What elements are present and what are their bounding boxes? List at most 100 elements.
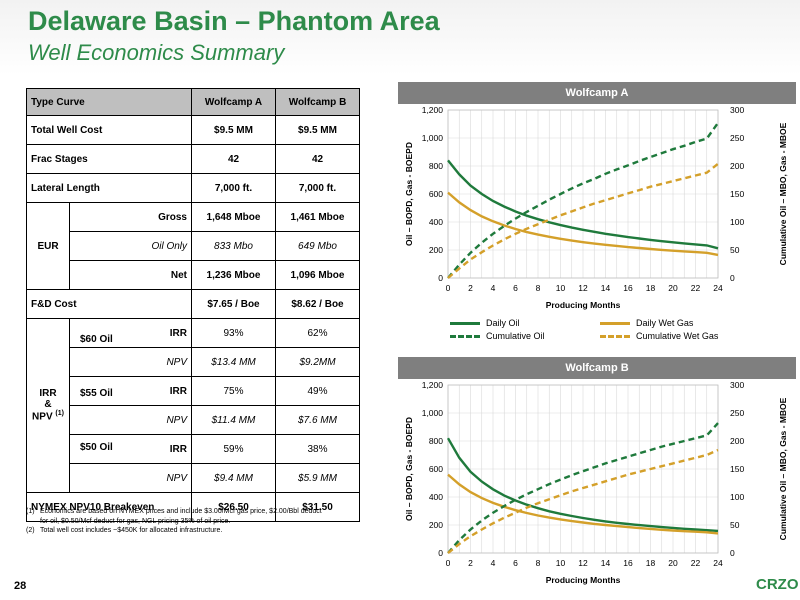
y2-tick-label: 300 bbox=[730, 380, 744, 390]
cell-value: 649 Mbo bbox=[275, 231, 360, 261]
y-tick-label: 1,000 bbox=[422, 408, 444, 418]
footnotes: (1) Economics are based on NYMEX prices … bbox=[26, 507, 326, 536]
y-tick-label: 1,200 bbox=[422, 105, 444, 115]
x-tick-label: 8 bbox=[536, 558, 541, 568]
row-label: Total Well Cost bbox=[26, 115, 192, 145]
x-tick-label: 2 bbox=[468, 558, 473, 568]
x-tick-label: 22 bbox=[691, 558, 701, 568]
table-row: Total Well Cost $9.5 MM $9.5 MM bbox=[26, 115, 360, 145]
y2-tick-label: 200 bbox=[730, 436, 744, 446]
y-tick-label: 800 bbox=[429, 161, 443, 171]
y-axis-label: Oil – BOPD, Gas - BOEPD bbox=[404, 142, 414, 246]
irr-label: IRR bbox=[169, 327, 187, 339]
x-tick-label: 6 bbox=[513, 283, 518, 293]
header-wolfcamp-a: Wolfcamp A bbox=[191, 88, 276, 116]
case-price-label: $60 Oil bbox=[80, 334, 113, 345]
cell-value: $11.4 MM bbox=[191, 405, 276, 435]
y-tick-label: 400 bbox=[429, 492, 443, 502]
y2-tick-label: 0 bbox=[730, 273, 735, 283]
table-row: Oil Only 833 Mbo 649 Mbo bbox=[27, 231, 360, 261]
row-label: Gross bbox=[69, 202, 192, 232]
table-row: Net 1,236 Mboe 1,096 Mboe bbox=[27, 260, 360, 290]
x-tick-label: 20 bbox=[668, 283, 678, 293]
cell-value: $9.5 MM bbox=[191, 115, 276, 145]
table-row: NPV $11.4 MM $7.6 MM bbox=[27, 405, 360, 435]
series-daily-wet-gas bbox=[447, 191, 719, 257]
cell-value: $7.6 MM bbox=[275, 405, 360, 435]
y2-tick-label: 50 bbox=[730, 520, 740, 530]
npv-label: NPV bbox=[69, 463, 192, 493]
series-cumulative-wet-gas bbox=[447, 162, 719, 279]
plot-frame bbox=[447, 384, 719, 554]
y2-tick-label: 50 bbox=[730, 245, 740, 255]
legend-label: Daily Oil bbox=[486, 318, 520, 328]
x-tick-label: 4 bbox=[491, 283, 496, 293]
economics-table: Type Curve Wolfcamp A Wolfcamp B Total W… bbox=[26, 88, 360, 522]
footnote: (2) Total well cost includes ~$450K for … bbox=[26, 526, 326, 536]
table-row: Frac Stages 42 42 bbox=[26, 144, 360, 174]
table-row: IRR & NPV (1) IRR 93% 62% bbox=[26, 318, 360, 493]
footnote-text: Economics are based on NYMEX prices and … bbox=[40, 508, 322, 525]
table-row: IRR 59% 38% bbox=[27, 434, 360, 464]
y-tick-label: 200 bbox=[429, 245, 443, 255]
chart-wolfcamp-b: 02004006008001,0001,20005010015020025030… bbox=[404, 380, 788, 585]
y-tick-label: 0 bbox=[438, 548, 443, 558]
legend-label: Cumulative Oil bbox=[486, 331, 545, 341]
x-tick-label: 16 bbox=[623, 283, 633, 293]
header-type-curve: Type Curve bbox=[26, 88, 192, 116]
x-tick-label: 14 bbox=[601, 283, 611, 293]
y-tick-label: 200 bbox=[429, 520, 443, 530]
cell-value: $9.4 MM bbox=[191, 463, 276, 493]
x-tick-label: 18 bbox=[646, 558, 656, 568]
y-tick-label: 1,200 bbox=[422, 380, 444, 390]
footnote-key: (1) bbox=[26, 508, 35, 515]
x-tick-label: 24 bbox=[713, 283, 723, 293]
cell-value: $7.65 / Boe bbox=[191, 289, 276, 319]
x-tick-label: 4 bbox=[491, 558, 496, 568]
case-price-label: $50 Oil bbox=[80, 442, 113, 453]
x-tick-label: 2 bbox=[468, 283, 473, 293]
y-tick-label: 600 bbox=[429, 189, 443, 199]
y-tick-label: 0 bbox=[438, 273, 443, 283]
table-row: IRR 75% 49% bbox=[27, 376, 360, 406]
x-tick-label: 14 bbox=[601, 558, 611, 568]
legend-item: Daily Oil bbox=[450, 318, 520, 328]
x-tick-label: 10 bbox=[556, 283, 566, 293]
cell-value: 42 bbox=[275, 144, 360, 174]
irr-group-line1: IRR bbox=[39, 388, 57, 400]
cell-value: 62% bbox=[275, 318, 360, 348]
y-tick-label: 400 bbox=[429, 217, 443, 227]
npv-label: NPV bbox=[69, 347, 192, 377]
case-cell: IRR bbox=[69, 318, 192, 348]
table-row: NPV $13.4 MM $9.2MM bbox=[27, 347, 360, 377]
series-daily-oil bbox=[446, 437, 719, 533]
y2-tick-label: 100 bbox=[730, 217, 744, 227]
table-row: NYMEX NPV10 Breakeven $26.50 $31.50 bbox=[26, 492, 360, 522]
cell-value: 38% bbox=[275, 434, 360, 464]
x-tick-label: 16 bbox=[623, 558, 633, 568]
cell-value: 59% bbox=[191, 434, 276, 464]
x-axis-label: Producing Months bbox=[546, 300, 621, 310]
series-cumulative-oil bbox=[447, 122, 719, 279]
cell-value: 833 Mbo bbox=[191, 231, 276, 261]
cell-value: 1,461 Mboe bbox=[275, 202, 360, 232]
table-row: Lateral Length 7,000 ft. 7,000 ft. bbox=[26, 173, 360, 203]
table-row: EUR Gross 1,648 Mboe 1,461 Mboe bbox=[26, 202, 360, 290]
series-cumulative-oil bbox=[447, 422, 719, 554]
row-label: F&D Cost bbox=[26, 289, 192, 319]
footnote-key: (2) bbox=[26, 527, 35, 534]
table-header-row: Type Curve Wolfcamp A Wolfcamp B bbox=[26, 88, 360, 116]
cell-value: $26.50 bbox=[191, 492, 276, 522]
page-number: 28 bbox=[14, 580, 27, 592]
cell-value: 7,000 ft. bbox=[191, 173, 276, 203]
company-ticker: CRZO bbox=[756, 576, 799, 593]
legend-swatch bbox=[600, 321, 630, 325]
cell-value: $9.5 MM bbox=[275, 115, 360, 145]
cell-value: $13.4 MM bbox=[191, 347, 276, 377]
irr-group-line2: & bbox=[44, 399, 52, 411]
legend-item: Cumulative Oil bbox=[450, 331, 545, 341]
header-wolfcamp-b: Wolfcamp B bbox=[275, 88, 360, 116]
page-title: Delaware Basin – Phantom Area bbox=[28, 6, 440, 36]
footnote-text: Total well cost includes ~$450K for allo… bbox=[40, 527, 223, 534]
y2-tick-label: 150 bbox=[730, 189, 744, 199]
